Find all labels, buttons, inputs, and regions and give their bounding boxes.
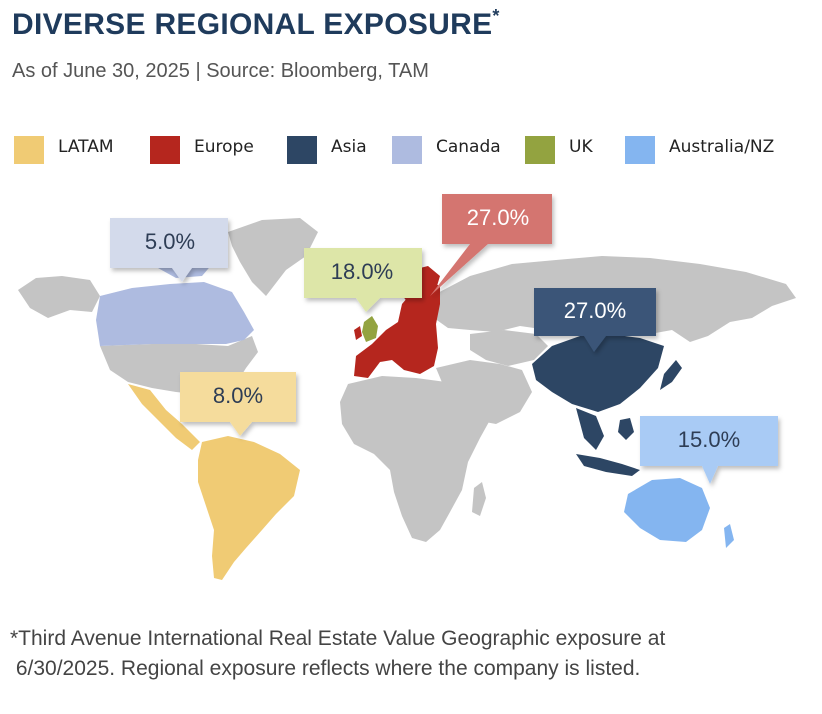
callout-asia: 27.0% (534, 288, 656, 352)
madagascar-shape (472, 482, 486, 516)
callout-uk-box (304, 248, 422, 312)
legend-swatch-latam (14, 136, 44, 164)
ireland-shape (354, 326, 362, 340)
callout-asia-value: 27.0% (564, 298, 626, 323)
legend-swatch-asia (287, 136, 317, 164)
legend-swatch-uk (525, 136, 555, 164)
middle-east-shape (436, 360, 532, 424)
title-footnote-mark: * (492, 6, 500, 26)
philippines-shape (618, 418, 634, 440)
map-legend: LATAM Europe Asia Canada UK Australia/NZ (0, 132, 822, 172)
alaska-shape (18, 276, 100, 318)
callout-canada-value: 5.0% (145, 229, 195, 254)
subtitle: As of June 30, 2025 | Source: Bloomberg,… (12, 60, 429, 82)
title-text: DIVERSE REGIONAL EXPOSURE (12, 8, 493, 41)
legend-label-latam: LATAM (58, 137, 114, 157)
region-asia (532, 334, 682, 476)
legend-swatch-europe (150, 136, 180, 164)
page-title: DIVERSE REGIONAL EXPOSURE* (12, 6, 500, 42)
world-map: 5.0% 18.0% 27.0% 27.0% 8.0% 15.0% (18, 194, 796, 580)
callout-uk: 18.0% (304, 248, 422, 312)
callout-europe: 27.0% (430, 194, 552, 296)
southeast-asia-shape (576, 408, 604, 450)
canada-shape (96, 282, 254, 346)
footnote: *Third Avenue International Real Estate … (10, 624, 810, 684)
australia-shape (624, 478, 710, 542)
legend-label-asia: Asia (331, 137, 367, 157)
legend-label-canada: Canada (436, 137, 501, 157)
callout-canada-box (110, 218, 228, 282)
japan-shape (660, 360, 682, 390)
callout-australia-nz-value: 15.0% (678, 427, 740, 452)
callout-latam: 8.0% (180, 372, 296, 436)
china-shape (532, 334, 664, 412)
callout-latam-value: 8.0% (213, 383, 263, 408)
callout-australia-nz-box (640, 416, 778, 484)
callout-europe-value: 27.0% (467, 205, 529, 230)
region-australia-nz (624, 478, 734, 548)
footnote-line-1: *Third Avenue International Real Estate … (10, 627, 666, 650)
callout-latam-box (180, 372, 296, 436)
indonesia-shape (576, 454, 640, 476)
footnote-line-2: 6/30/2025. Regional exposure reflects wh… (10, 657, 641, 680)
legend-label-europe: Europe (194, 137, 254, 157)
uk-shape (362, 316, 378, 342)
region-latam (128, 384, 300, 580)
greenland-shape (228, 218, 318, 296)
callout-uk-value: 18.0% (331, 259, 393, 284)
legend-swatch-australia-nz (625, 136, 655, 164)
south-america-shape (198, 436, 300, 580)
callout-asia-box (534, 288, 656, 352)
africa-shape (340, 376, 490, 542)
callout-europe-box (430, 194, 552, 296)
region-uk (362, 316, 378, 342)
central-asia-shape (470, 330, 548, 366)
legend-label-uk: UK (569, 137, 593, 157)
legend-label-australia-nz: Australia/NZ (669, 137, 775, 157)
callout-australia-nz: 15.0% (640, 416, 778, 484)
legend-swatch-canada (392, 136, 422, 164)
mexico-central-america-shape (128, 384, 200, 450)
continental-europe-shape (354, 280, 440, 378)
new-zealand-shape (724, 524, 734, 548)
callout-canada: 5.0% (110, 218, 228, 282)
